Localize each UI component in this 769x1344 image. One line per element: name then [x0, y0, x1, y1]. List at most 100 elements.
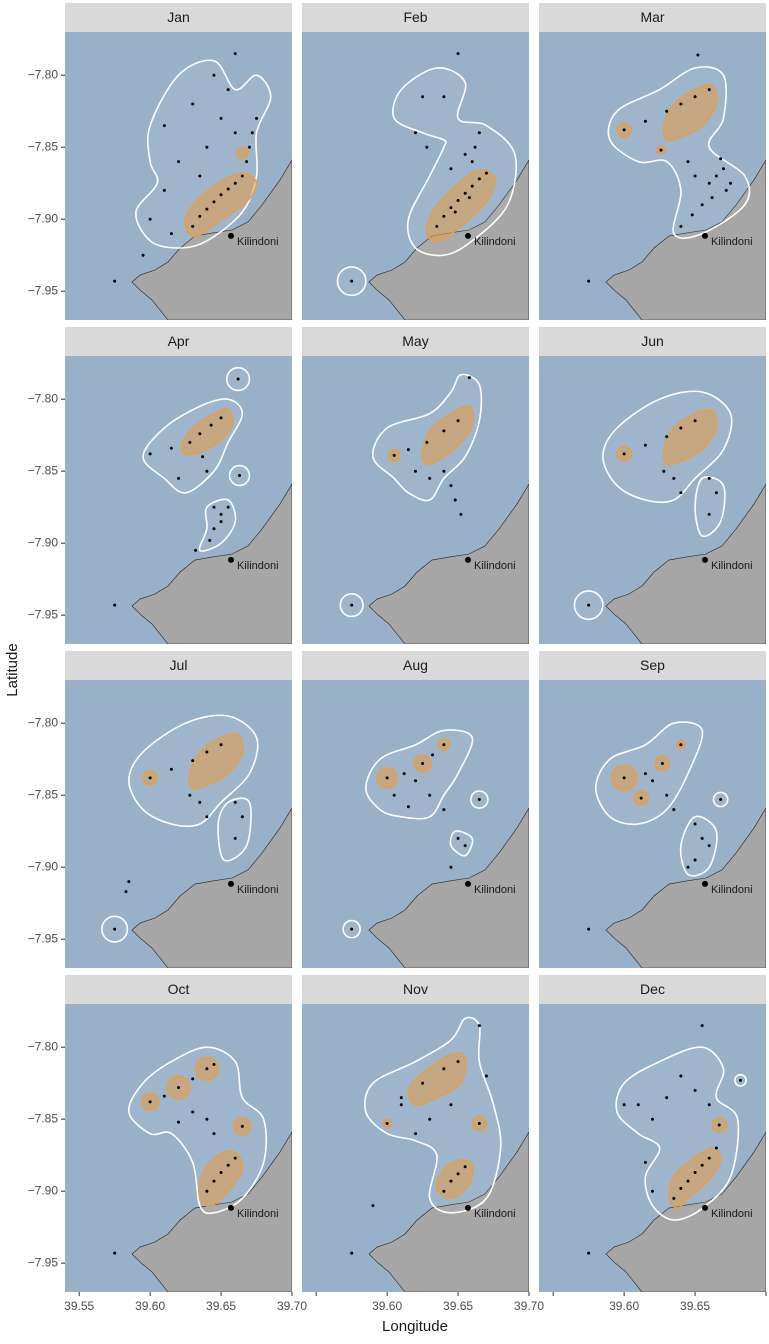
location-point [162, 1094, 166, 1098]
location-point [191, 102, 195, 106]
x-tick-label: 39.70 [514, 1299, 544, 1313]
location-point [219, 520, 223, 524]
location-point [639, 796, 643, 800]
location-point [442, 469, 446, 473]
location-point [141, 253, 145, 257]
location-point [707, 476, 711, 480]
facet-title: May [402, 333, 428, 349]
location-point [456, 1172, 460, 1176]
town-label: Kilindoni [237, 1208, 279, 1220]
location-point [700, 836, 704, 840]
y-tick-label: −7.80 [28, 1039, 59, 1053]
location-point [191, 1077, 195, 1081]
location-point [449, 1103, 453, 1107]
location-point [442, 1067, 446, 1071]
facet-strip [65, 3, 292, 32]
location-point [679, 102, 683, 106]
location-point [693, 822, 697, 826]
location-point [124, 890, 128, 894]
location-point [371, 1204, 375, 1208]
town-marker [464, 880, 471, 887]
location-point [622, 776, 626, 780]
location-point [449, 865, 453, 869]
x-tick-label: 39.60 [135, 1299, 165, 1313]
location-point [672, 476, 676, 480]
location-point [219, 416, 223, 420]
location-point [198, 174, 202, 178]
location-point [467, 376, 471, 380]
facet-title: Jun [641, 333, 664, 349]
location-point [177, 160, 180, 164]
location-point [350, 1251, 354, 1255]
location-point [693, 174, 697, 178]
town-label: Kilindoni [711, 884, 753, 896]
core-contour [407, 1052, 467, 1106]
location-point [665, 435, 669, 439]
town-label: Kilindoni [474, 1208, 516, 1220]
facet-strip [302, 327, 529, 356]
location-point [177, 1120, 180, 1124]
x-tick-label: 39.65 [206, 1299, 236, 1313]
location-point [665, 793, 669, 797]
town-label: Kilindoni [711, 236, 753, 248]
location-point [470, 184, 474, 188]
core-contour [435, 1158, 474, 1200]
y-tick-label: −7.95 [28, 283, 59, 297]
range-contour [392, 67, 517, 257]
location-point [226, 88, 230, 92]
location-point [463, 1165, 467, 1169]
facet-title: Jan [167, 9, 190, 25]
location-point [233, 52, 237, 56]
location-point [719, 798, 723, 802]
location-point [714, 491, 718, 495]
location-point [714, 1146, 718, 1150]
location-point [194, 548, 198, 552]
facet-strip [302, 3, 529, 32]
location-point [463, 191, 467, 195]
location-point [219, 193, 223, 197]
location-point [212, 1132, 216, 1136]
location-point [651, 779, 654, 783]
location-point [442, 743, 446, 747]
location-point [402, 772, 406, 776]
location-point [643, 772, 647, 776]
range-contour [679, 815, 718, 877]
range-contour [198, 498, 237, 552]
town-marker [464, 1204, 471, 1211]
location-point [707, 512, 711, 516]
location-point [721, 167, 725, 171]
location-point [428, 476, 432, 480]
location-point [425, 145, 429, 149]
location-point [453, 210, 457, 214]
location-point [205, 469, 209, 473]
location-point [226, 505, 230, 509]
location-point [442, 214, 446, 218]
location-point [212, 1179, 216, 1183]
location-point [622, 1103, 626, 1107]
town-label: Kilindoni [474, 236, 516, 248]
location-point [456, 1060, 460, 1064]
facet-title: Jul [170, 657, 188, 673]
facet-title: Dec [640, 981, 665, 997]
location-point [622, 128, 626, 132]
location-point [148, 1100, 152, 1104]
y-tick-label: −7.90 [28, 535, 59, 549]
y-tick-label: −7.85 [28, 139, 59, 153]
location-point [679, 426, 683, 430]
location-point [714, 174, 718, 178]
land [368, 159, 529, 320]
location-point [707, 88, 711, 92]
location-point [212, 1062, 216, 1066]
location-point [659, 148, 663, 152]
location-point [212, 505, 216, 509]
location-point [643, 119, 647, 123]
location-point [219, 512, 223, 516]
location-point [414, 131, 417, 135]
location-point [350, 927, 354, 931]
location-point [484, 1074, 488, 1078]
facet-strip [65, 651, 292, 680]
location-point [453, 498, 457, 502]
land [368, 807, 529, 968]
location-point [421, 1081, 425, 1085]
